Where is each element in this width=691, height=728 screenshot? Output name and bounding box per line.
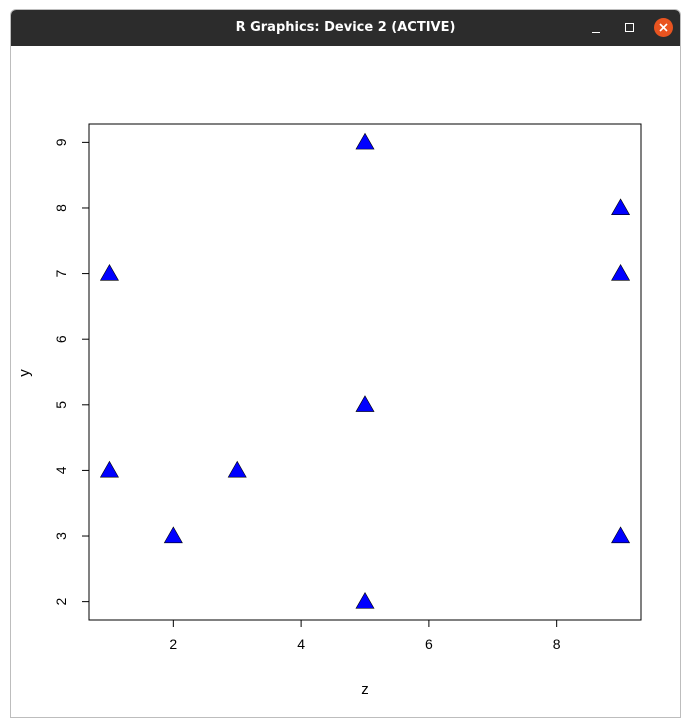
x-tick-label: 6 <box>425 636 433 652</box>
data-points <box>99 132 631 609</box>
close-icon <box>654 18 673 37</box>
y-tick-label: 4 <box>53 466 69 474</box>
y-axis-label: y <box>16 369 33 377</box>
y-tick-label: 6 <box>53 335 69 343</box>
scatter-point <box>611 263 631 281</box>
scatter-point <box>99 460 119 478</box>
x-tick-label: 4 <box>297 636 305 652</box>
y-tick-label: 3 <box>53 532 69 540</box>
scatter-point <box>355 592 375 609</box>
y-tick-label: 8 <box>53 204 69 212</box>
plot-area: 2 4 6 8 2 3 4 5 6 7 8 9 z y <box>11 46 680 717</box>
x-tick-label: 8 <box>553 636 561 652</box>
y-tick-label: 7 <box>53 269 69 277</box>
scatter-point <box>355 395 375 412</box>
y-tick-label: 2 <box>53 598 69 606</box>
x-tick-label: 2 <box>169 636 177 652</box>
y-tick-label: 9 <box>53 138 69 146</box>
title-bar[interactable]: R Graphics: Device 2 (ACTIVE) <box>11 10 680 46</box>
scatter-point <box>355 132 375 150</box>
x-axis-label: z <box>361 681 369 698</box>
close-button[interactable] <box>654 18 673 37</box>
r-graphics-window: R Graphics: Device 2 (ACTIVE) 2 4 6 8 2 3 4 5 6… <box>10 9 681 718</box>
plot-frame <box>88 123 642 621</box>
x-axis: 2 4 6 8 <box>169 619 561 652</box>
maximize-button[interactable] <box>620 18 640 38</box>
y-tick-label: 5 <box>53 401 69 409</box>
scatter-point <box>611 526 631 544</box>
y-axis: 2 3 4 5 6 7 8 9 <box>53 138 90 606</box>
minimize-button[interactable] <box>586 18 606 38</box>
scatter-point <box>99 263 119 281</box>
scatter-point <box>163 526 183 544</box>
scatter-chart: 2 4 6 8 2 3 4 5 6 7 8 9 z y <box>16 123 642 698</box>
scatter-point <box>227 460 247 478</box>
window-title: R Graphics: Device 2 (ACTIVE) <box>235 20 456 35</box>
scatter-point <box>611 198 631 216</box>
